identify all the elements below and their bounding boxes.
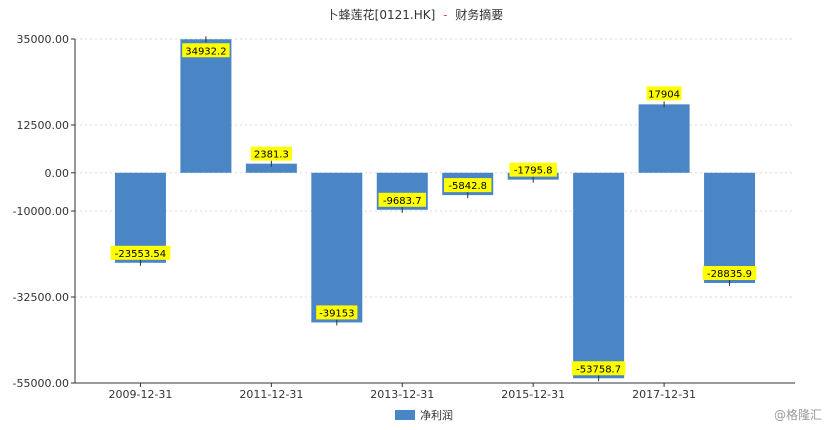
chart-title-name: 卜蜂莲花[0121.HK] <box>327 7 436 22</box>
y-tick-label: 12500.00 <box>17 119 70 132</box>
data-label-bg <box>571 361 626 376</box>
x-tick-label: 2011-12-31 <box>239 388 303 401</box>
data-label-bg <box>110 245 171 260</box>
data-label-bg <box>182 43 230 58</box>
data-label-bg <box>378 192 426 207</box>
data-label-bg <box>509 162 557 177</box>
data-label: -53758.7 <box>576 364 621 375</box>
data-label: -9683.7 <box>383 196 422 207</box>
chart-title-separator: - <box>443 8 447 22</box>
chart-title-subtitle: 财务摘要 <box>455 7 503 22</box>
data-label: 17904 <box>648 89 680 100</box>
y-tick-label: 35000.00 <box>17 33 70 46</box>
x-axis: 2009-12-31 2011-12-31 2013-12-31 2015-12-31… <box>75 382 795 401</box>
bar <box>245 163 297 173</box>
data-label: -23553.54 <box>115 249 166 260</box>
bar <box>573 172 625 379</box>
x-tick-label: 2017-12-31 <box>632 388 696 401</box>
y-tick-label: -55000.00 <box>13 377 69 390</box>
legend[interactable]: 净利润 <box>395 408 453 422</box>
bar <box>704 172 756 283</box>
data-label-bg <box>702 265 757 280</box>
data-label: 2381.3 <box>254 150 289 161</box>
data-label: -39153 <box>319 308 354 319</box>
x-tick-label: 2009-12-31 <box>108 388 172 401</box>
chart-title: 卜蜂莲花[0121.HK] - 财务摘要 <box>327 7 504 22</box>
data-labels: -23553.54 34932.2 2381.3 -39153 -9683.7 -5842… <box>110 43 757 376</box>
legend-swatch[interactable] <box>395 410 415 420</box>
data-label: -1795.8 <box>514 166 553 177</box>
y-tick-label: 0.00 <box>45 167 70 180</box>
y-tick-label: -32500.00 <box>13 291 69 304</box>
y-axis: 35000.00 12500.00 0.00 -10000.00 -32500.00 -5… <box>13 33 76 390</box>
legend-label[interactable]: 净利润 <box>420 408 453 422</box>
data-label-bg <box>250 146 292 161</box>
bar <box>180 39 232 173</box>
data-label-bg <box>444 178 492 193</box>
x-tick-label: 2015-12-31 <box>501 388 565 401</box>
y-tick-label: -10000.00 <box>13 205 69 218</box>
data-label: -5842.8 <box>448 181 487 192</box>
watermark: @格隆汇 <box>774 407 822 422</box>
bar <box>311 172 363 323</box>
data-label-bg <box>316 305 358 320</box>
bar <box>638 104 690 173</box>
data-label-bg <box>646 86 682 101</box>
data-label: -28835.9 <box>707 269 752 280</box>
data-label: 34932.2 <box>185 46 226 57</box>
x-tick-label: 2013-12-31 <box>370 388 434 401</box>
